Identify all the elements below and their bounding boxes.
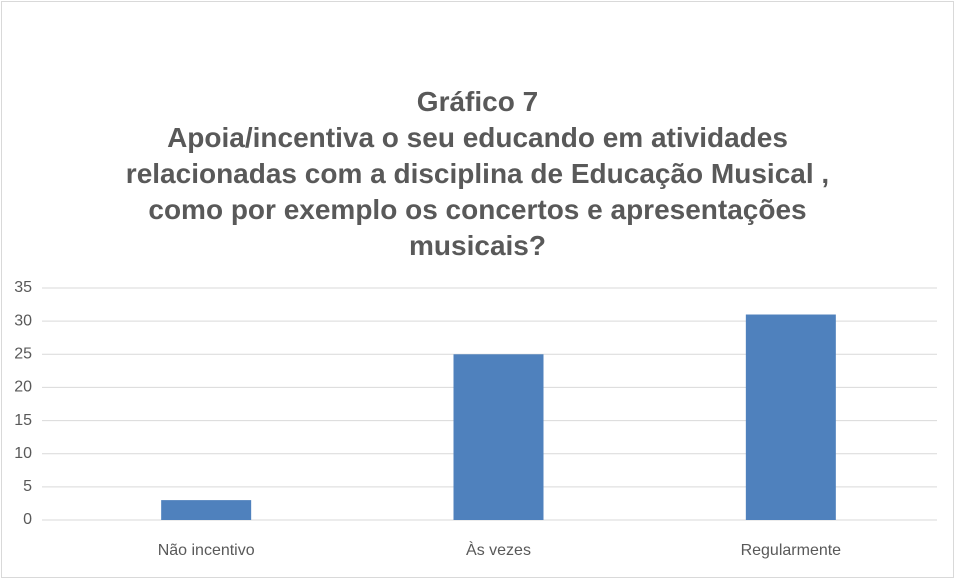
bar	[745, 314, 836, 520]
bar	[161, 500, 252, 520]
y-tick-label: 0	[23, 511, 32, 528]
x-tick-label: Às vezes	[466, 540, 531, 559]
titles: Gráfico 7 Apoia/incentiva o seu educando…	[0, 84, 955, 264]
y-tick-label: 35	[14, 279, 32, 296]
y-tick-label: 25	[14, 346, 32, 363]
x-tick-label: Regularmente	[741, 542, 842, 559]
chart-subtitle: Apoia/incentiva o seu educando em ativid…	[125, 122, 830, 261]
bar	[453, 354, 544, 520]
y-tick-label: 20	[14, 379, 32, 396]
y-tick-label: 30	[14, 312, 32, 329]
chart-title: Gráfico 7	[416, 86, 539, 117]
y-tick-label: 10	[14, 445, 32, 462]
x-tick-label: Não incentivo	[158, 542, 255, 559]
y-tick-label: 15	[14, 412, 32, 429]
y-tick-label: 5	[23, 478, 32, 495]
